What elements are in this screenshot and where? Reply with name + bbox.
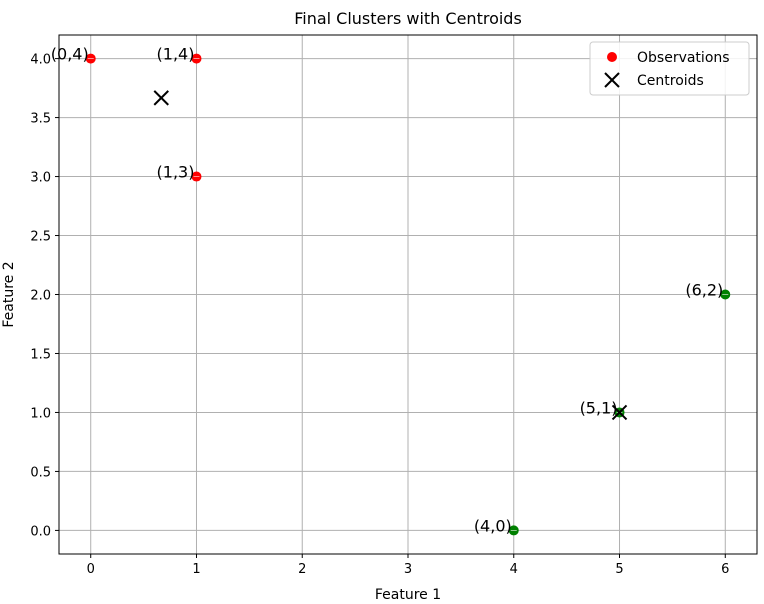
point-label: (4,0)	[474, 516, 512, 535]
y-tick-label: 1.5	[30, 347, 51, 362]
x-tick-label: 1	[192, 562, 200, 577]
point-label: (5,1)	[580, 398, 618, 417]
data-points	[85, 53, 731, 536]
x-tick-label: 2	[298, 562, 306, 577]
x-tick-label: 4	[510, 562, 518, 577]
point-label: (6,2)	[685, 281, 723, 300]
legend-observations-marker	[607, 52, 617, 62]
legend-centroids-label: Centroids	[637, 73, 704, 89]
x-tick-label: 5	[615, 562, 623, 577]
y-axis-label: Feature 2	[1, 261, 17, 327]
point-label: (1,4)	[157, 45, 195, 64]
centroid-marker	[611, 404, 628, 421]
y-tick-label: 3.0	[30, 171, 51, 186]
x-tick-label: 0	[87, 562, 95, 577]
grid	[59, 35, 757, 554]
plot-frame	[58, 34, 758, 555]
x-tick-label: 6	[721, 562, 729, 577]
legend-observations-label: Observations	[637, 50, 730, 66]
point-label: (0,4)	[51, 45, 89, 64]
y-tick-label: 2.5	[30, 230, 51, 245]
y-tick-label: 4.0	[30, 53, 51, 68]
centroid-marker	[153, 90, 169, 106]
point-label: (1,3)	[157, 163, 195, 182]
y-tick-label: 1.0	[30, 406, 51, 421]
legend: Observations Centroids	[589, 41, 750, 96]
legend-box	[589, 41, 750, 96]
point-labels: (0,4) (1,4) (1,3) (6,2) (5,1) (4,0)	[51, 45, 723, 536]
y-tick-label: 2.0	[30, 289, 51, 304]
centroids	[153, 90, 628, 421]
legend-centroids-marker	[604, 72, 620, 88]
y-tick-label: 0.0	[30, 524, 51, 539]
x-tick-label: 3	[404, 562, 412, 577]
y-tick-label: 0.5	[30, 465, 51, 480]
chart-title: Final Clusters with Centroids	[294, 9, 522, 28]
x-axis-label: Feature 1	[375, 587, 441, 603]
y-tick-label: 3.5	[30, 112, 51, 127]
axis-ticks: 0 1 2 3 4 5 6 0.0 0.5 1.0 1.5 2.0 2.5 3.0 3.5 4.0	[30, 53, 729, 577]
